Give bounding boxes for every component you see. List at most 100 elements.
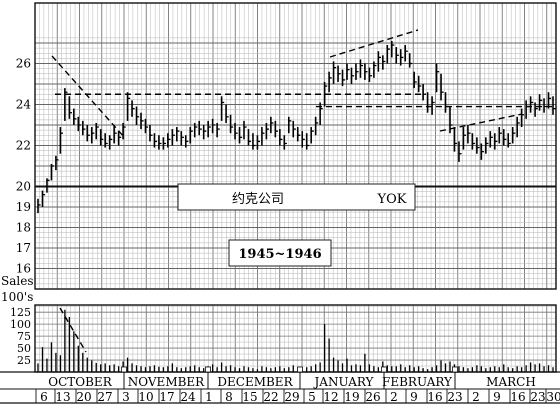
price-bar — [95, 122, 99, 140]
month-label: OCTOBER — [48, 375, 112, 389]
price-bar — [337, 65, 341, 82]
price-bar — [198, 120, 202, 136]
company-name: 约克公司 — [232, 192, 284, 207]
week-label: 6 — [40, 390, 48, 404]
volume-tick-label: 25 — [17, 354, 31, 367]
period-label: 1945~1946 — [238, 247, 321, 262]
price-bar — [135, 106, 140, 125]
price-bar — [395, 47, 399, 64]
price-bar — [193, 122, 198, 138]
date-axis: OCTOBER NOVEMBER DECEMBER JANUARY FEBRUARY MA… — [0, 366, 560, 404]
volume-tick-label: 125 — [10, 306, 31, 319]
volume-axis-label-units: 100's — [1, 290, 33, 304]
price-bar — [207, 120, 211, 138]
company-label-box: 约克公司 YOK — [177, 183, 416, 211]
price-bar — [238, 127, 243, 144]
price-bar — [158, 135, 162, 150]
price-bar — [73, 108, 77, 125]
week-label: 24 — [180, 390, 196, 404]
price-bar — [153, 133, 158, 148]
price-bar — [386, 45, 390, 64]
week-label: 2 — [472, 390, 480, 404]
price-tick-label: 16 — [16, 262, 31, 276]
week-label: 16 — [427, 390, 442, 404]
uptrend-line-march — [439, 113, 523, 132]
price-bar — [55, 155, 59, 171]
price-bar — [162, 137, 166, 150]
week-label: 12 — [323, 390, 338, 404]
week-label: 29 — [284, 390, 299, 404]
price-bar — [81, 120, 86, 136]
price-bar — [408, 53, 413, 68]
volume-panel-bg — [35, 305, 556, 372]
week-label: 19 — [344, 390, 359, 404]
price-bar — [417, 75, 422, 93]
price-bar — [225, 104, 229, 123]
price-bar — [46, 178, 50, 193]
price-bar — [520, 108, 525, 128]
price-bar — [292, 120, 296, 138]
price-bar — [359, 59, 364, 78]
volume-downtrend-line — [59, 307, 87, 353]
price-tick-label: 26 — [16, 57, 31, 71]
price-bar — [399, 49, 404, 66]
price-bar — [390, 40, 395, 58]
week-label: 23 — [530, 390, 545, 404]
price-bar — [117, 131, 122, 146]
price-bar — [511, 127, 516, 144]
price-panel-frame — [34, 2, 557, 290]
week-label: 15 — [242, 390, 257, 404]
price-tick-label: 17 — [16, 241, 31, 255]
ticker-symbol: YOK — [377, 192, 407, 207]
price-bar — [50, 163, 55, 181]
price-bar — [355, 63, 359, 80]
price-bar — [314, 116, 319, 136]
month-label: JANUARY — [313, 375, 375, 389]
volume-bars — [37, 309, 554, 372]
price-bar — [274, 120, 278, 138]
price-bar — [77, 116, 81, 132]
price-bar — [144, 118, 149, 134]
price-bar — [140, 112, 144, 130]
price-bar — [458, 141, 462, 162]
month-marker — [381, 366, 387, 373]
week-label: 3 — [122, 390, 130, 404]
price-bar — [431, 96, 435, 115]
price-bar — [59, 127, 63, 154]
price-bar — [476, 137, 480, 154]
price-bar — [211, 118, 216, 134]
price-bar — [368, 67, 372, 82]
price-bar — [220, 96, 225, 121]
price-bar — [493, 133, 498, 150]
price-bar — [516, 116, 520, 138]
price-bar — [364, 63, 368, 80]
month-label: DECEMBER — [217, 375, 293, 389]
price-bar — [301, 131, 305, 148]
price-bar — [507, 133, 511, 148]
week-label: 26 — [365, 390, 380, 404]
price-bar — [216, 122, 220, 138]
price-bar — [346, 63, 350, 80]
price-bar — [247, 129, 252, 146]
price-bar — [440, 73, 444, 101]
week-label: 2 — [390, 390, 398, 404]
price-bar — [252, 133, 256, 150]
price-bar — [90, 127, 95, 144]
week-label: 27 — [97, 390, 112, 404]
downtrend-line-october — [51, 55, 126, 139]
month-marker — [121, 366, 127, 373]
price-bar — [485, 137, 489, 154]
price-bar — [180, 131, 184, 146]
volume-tick-label: 50 — [17, 342, 31, 355]
week-label: 10 — [138, 390, 153, 404]
price-bar — [471, 133, 475, 150]
price-bar — [167, 133, 171, 148]
volume-axis-label-sales: Sales — [1, 274, 33, 288]
price-bar — [104, 133, 108, 148]
uptrend-line-january — [329, 29, 419, 58]
price-bar — [265, 122, 269, 140]
period-label-box: 1945~1946 — [228, 239, 332, 267]
price-bar — [149, 125, 153, 142]
price-axis-labels: 26 24 22 20 19 18 17 16 — [16, 57, 32, 276]
